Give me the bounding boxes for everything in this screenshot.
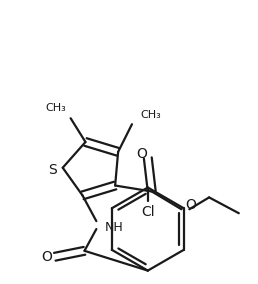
Text: S: S (49, 163, 57, 177)
Text: CH₃: CH₃ (45, 103, 66, 113)
Text: O: O (42, 250, 52, 264)
Text: Cl: Cl (141, 205, 155, 219)
Text: O: O (186, 198, 196, 212)
Text: O: O (136, 147, 147, 161)
Text: CH₃: CH₃ (140, 110, 161, 120)
Text: NH: NH (104, 221, 123, 233)
